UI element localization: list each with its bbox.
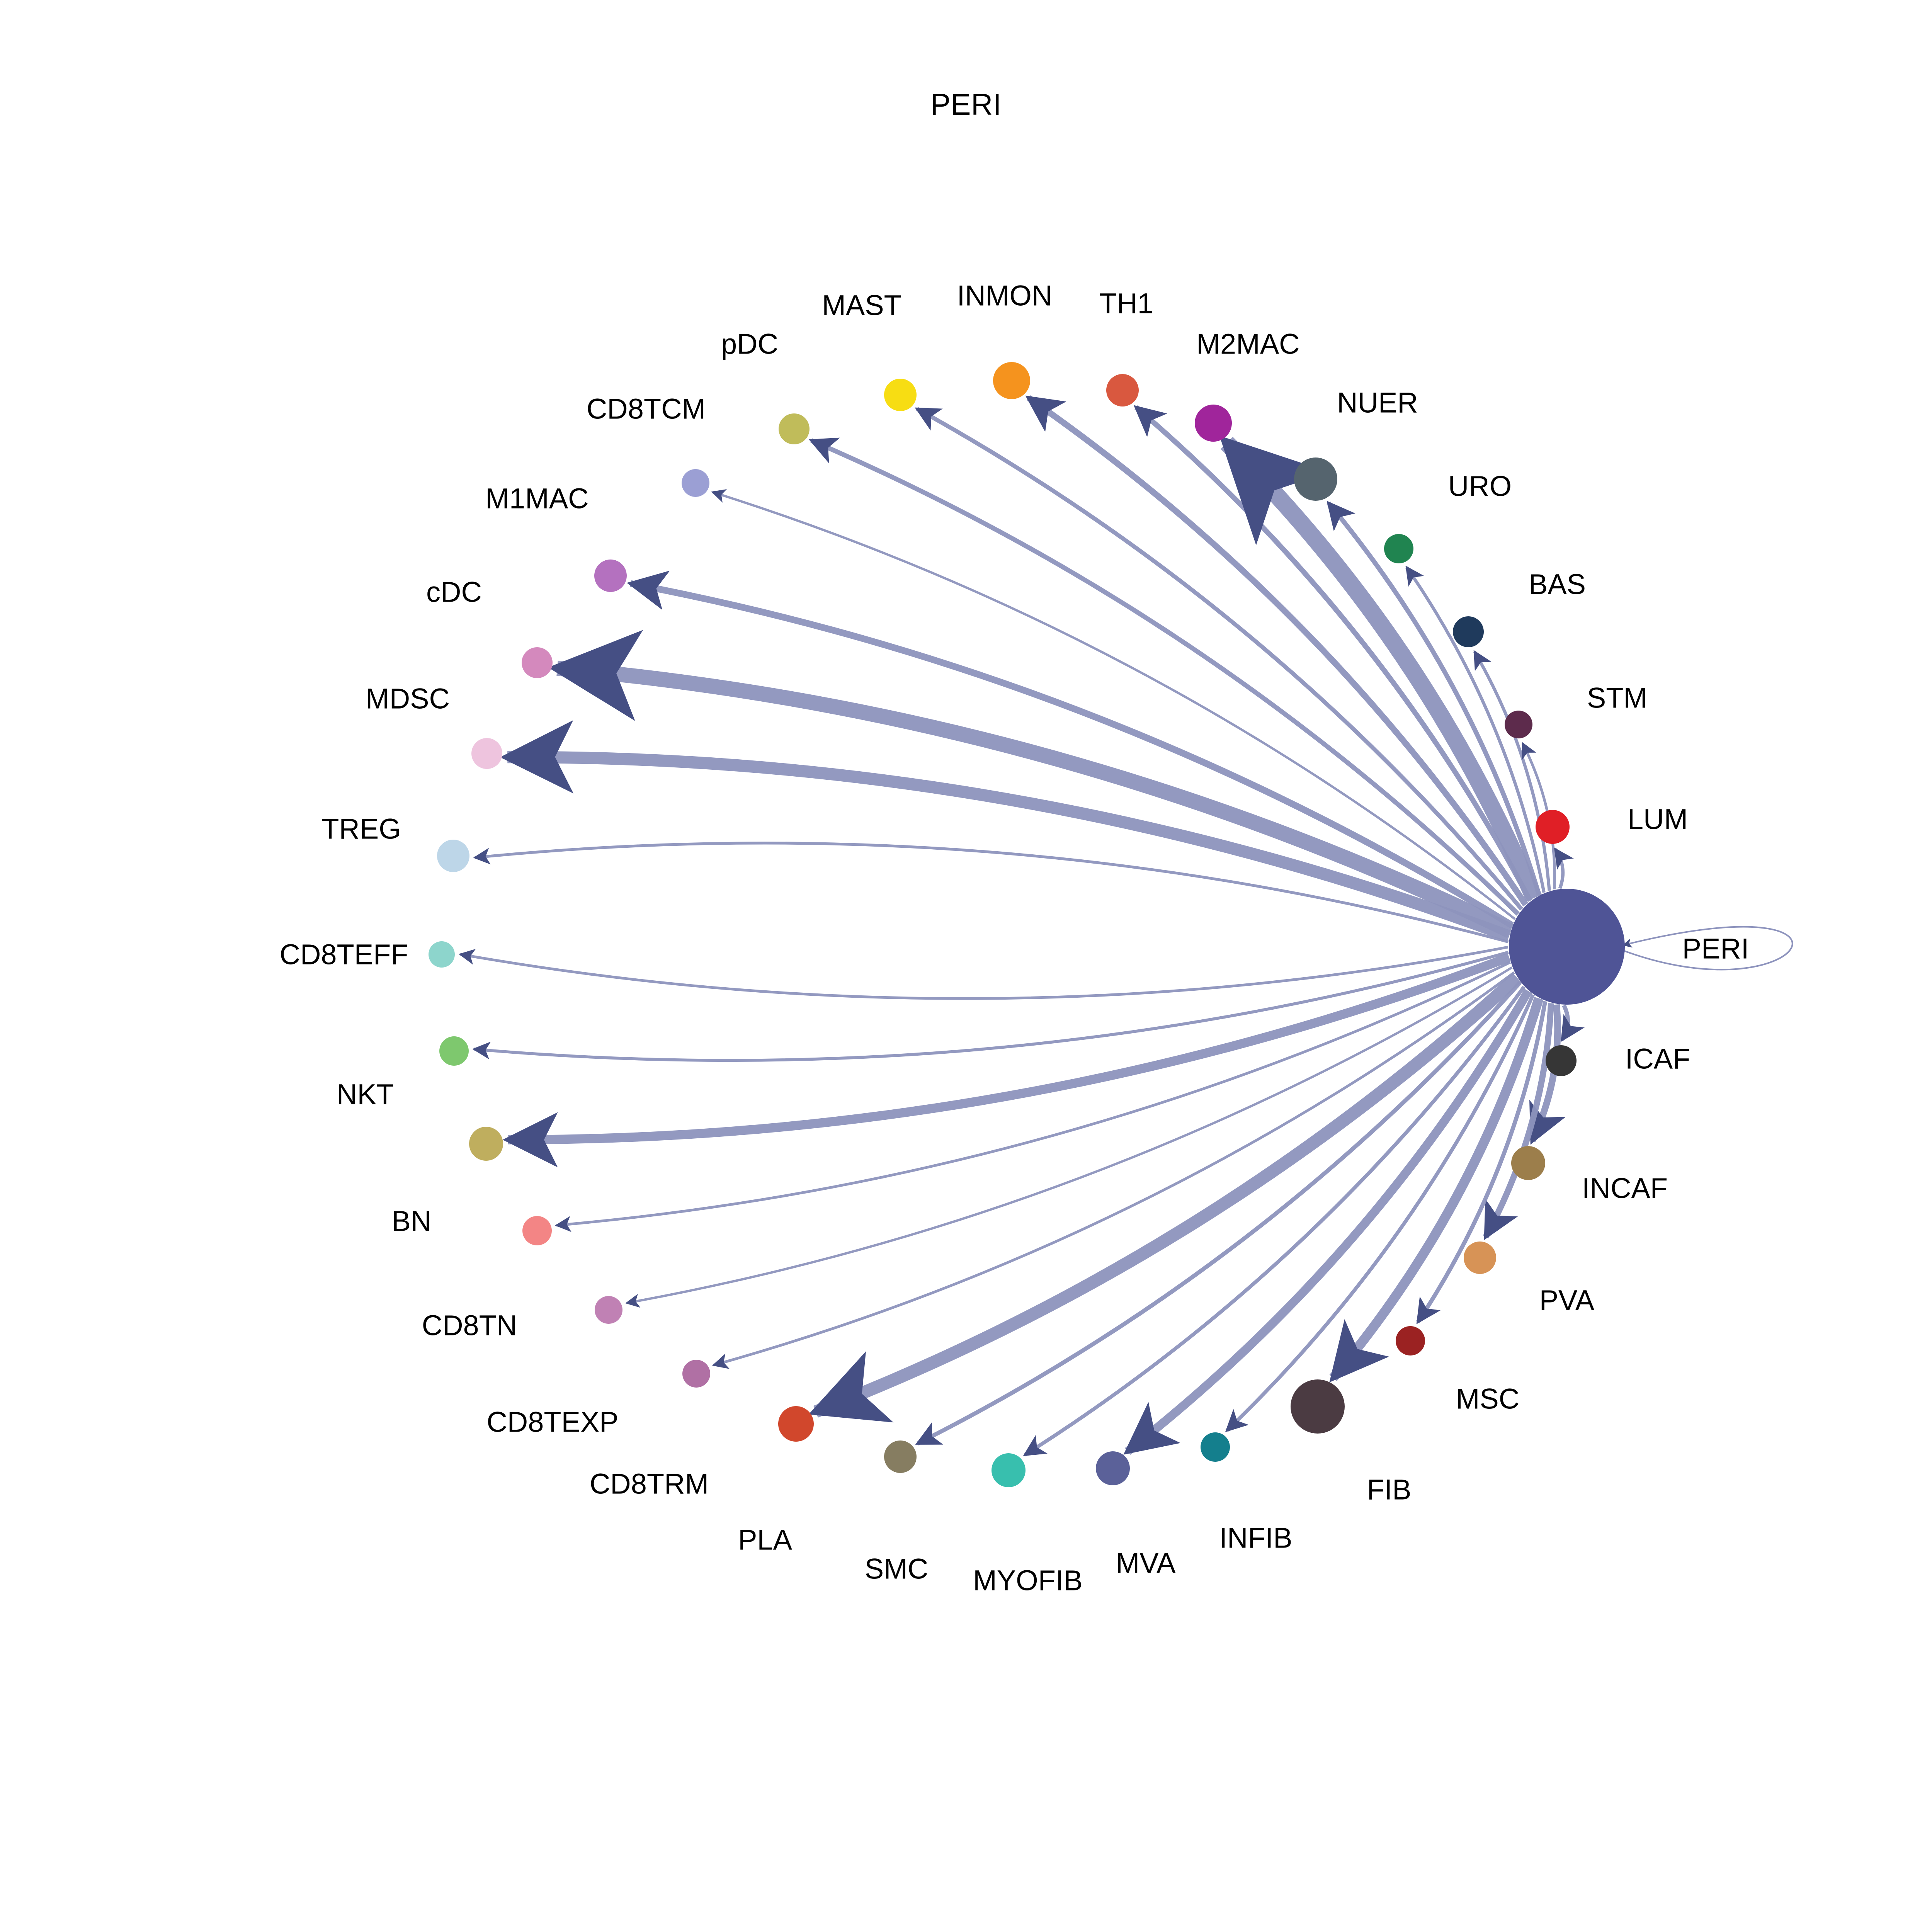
- node-layer: [429, 362, 1625, 1487]
- edge-peri-to-cd8teff: [458, 946, 1509, 1000]
- node-th1[interactable]: [1106, 374, 1139, 406]
- node-myofib[interactable]: [992, 1453, 1026, 1487]
- node-m1mac[interactable]: [594, 560, 627, 592]
- edge-peri-to-treg: [473, 842, 1509, 944]
- node-peri-hub[interactable]: [1509, 889, 1625, 1005]
- edge-peri-to-pdc: [809, 437, 1520, 916]
- node-incaf[interactable]: [1511, 1146, 1545, 1180]
- edge-peri-to-nkt: [472, 951, 1509, 1062]
- node-cd8tn[interactable]: [522, 1216, 552, 1245]
- node-uro[interactable]: [1384, 534, 1413, 563]
- edge-peri-to-mva: [1123, 989, 1532, 1455]
- edge-peri-to-cd8texp: [625, 966, 1513, 1308]
- node-m2mac[interactable]: [1195, 405, 1232, 442]
- node-mast[interactable]: [884, 379, 917, 411]
- edge-peri-self-loop: [1622, 926, 1793, 971]
- node-cd8trm[interactable]: [682, 1360, 710, 1388]
- node-pva[interactable]: [1464, 1242, 1496, 1274]
- edge-peri-to-pva: [1483, 1003, 1554, 1240]
- node-pdc[interactable]: [779, 413, 810, 444]
- edge-peri-to-infib: [1225, 994, 1535, 1432]
- node-cd8tcm[interactable]: [682, 469, 709, 497]
- node-stm[interactable]: [1505, 711, 1532, 738]
- node-mva[interactable]: [1096, 1451, 1130, 1485]
- edge-peri-to-cd8tn: [555, 961, 1511, 1232]
- node-pla[interactable]: [778, 1406, 814, 1442]
- self-loop-layer: [1622, 926, 1793, 971]
- node-nkt[interactable]: [439, 1036, 469, 1066]
- node-treg[interactable]: [437, 840, 469, 872]
- node-smc[interactable]: [884, 1440, 917, 1473]
- edge-peri-to-cdc: [548, 630, 1514, 938]
- edge-peri-to-cd8trm: [712, 971, 1515, 1369]
- node-msc[interactable]: [1396, 1326, 1425, 1355]
- node-cd8teff[interactable]: [429, 941, 455, 968]
- node-bn[interactable]: [469, 1127, 503, 1161]
- node-inmon[interactable]: [993, 362, 1030, 399]
- node-bas[interactable]: [1453, 616, 1484, 647]
- node-lum[interactable]: [1536, 810, 1570, 844]
- edge-peri-to-cd8tcm: [711, 489, 1516, 920]
- node-fib[interactable]: [1291, 1379, 1345, 1434]
- edge-peri-to-msc: [1416, 1001, 1548, 1325]
- edge-peri-to-m1mac: [627, 570, 1514, 929]
- edge-peri-to-bas: [1473, 650, 1551, 891]
- edge-peri-to-nuer: [1327, 501, 1541, 896]
- edge-peri-to-m2mac: [1219, 435, 1542, 901]
- edge-peri-to-uro: [1405, 565, 1546, 893]
- node-nuer[interactable]: [1294, 457, 1337, 501]
- edge-peri-to-mast: [915, 406, 1524, 911]
- node-icaf[interactable]: [1546, 1045, 1577, 1076]
- edge-peri-to-incaf: [1529, 1004, 1566, 1145]
- edge-peri-to-smc: [915, 981, 1522, 1446]
- node-cdc[interactable]: [522, 647, 553, 678]
- node-mdsc[interactable]: [471, 738, 502, 769]
- edge-peri-to-inmon: [1025, 395, 1529, 906]
- edge-peri-to-icaf: [1560, 1004, 1585, 1042]
- edge-peri-to-myofib: [1023, 986, 1526, 1457]
- node-infib[interactable]: [1201, 1432, 1230, 1462]
- edge-peri-to-mdsc: [500, 720, 1511, 942]
- node-cd8texp[interactable]: [595, 1296, 622, 1324]
- edge-peri-to-th1: [1133, 405, 1533, 902]
- edge-peri-to-bn: [502, 953, 1511, 1168]
- edge-peri-to-pla: [808, 973, 1521, 1423]
- edge-peri-to-lum: [1554, 847, 1574, 889]
- edge-peri-to-fib: [1329, 997, 1544, 1383]
